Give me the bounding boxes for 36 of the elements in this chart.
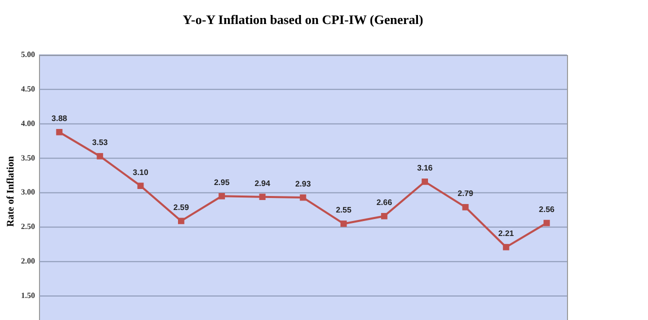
point xyxy=(56,128,62,136)
data-label: 2.95 xyxy=(214,178,230,188)
y-tick-label: 1.50 xyxy=(21,291,35,300)
point xyxy=(422,178,428,185)
data-label: 2.93 xyxy=(295,180,312,189)
y-tick-label: 3.00 xyxy=(21,188,35,197)
point xyxy=(340,220,347,227)
point xyxy=(218,193,225,200)
data-label: 3.16 xyxy=(417,164,434,173)
point xyxy=(381,212,388,220)
y-axis-title: Rate of Inflation xyxy=(6,156,16,227)
y-tick-label: 4.00 xyxy=(21,118,35,128)
y-tick-label: 3.50 xyxy=(21,153,35,162)
y-tick-label: 5.00 xyxy=(21,50,35,59)
data-label: 2.66 xyxy=(376,198,393,208)
data-label: 2.79 xyxy=(458,189,474,198)
y-tick-label: 4.50 xyxy=(21,84,35,94)
data-label: 3.10 xyxy=(132,168,149,177)
y-tick-label: 2.00 xyxy=(21,256,35,266)
point xyxy=(96,153,104,160)
chart-title: Y-o-Y Inflation based on CPI-IW (General) xyxy=(182,12,424,27)
data-label: 2.56 xyxy=(538,205,556,214)
data-label: 2.94 xyxy=(254,178,271,188)
point xyxy=(178,218,184,224)
data-label: 3.53 xyxy=(92,138,108,148)
point xyxy=(462,204,469,210)
point xyxy=(502,244,510,250)
data-label: 3.88 xyxy=(52,114,68,124)
point xyxy=(137,182,144,189)
data-label: 2.21 xyxy=(498,229,514,238)
point xyxy=(300,194,306,201)
data-label: 2.55 xyxy=(336,206,352,215)
point xyxy=(259,194,266,200)
data-label: 2.59 xyxy=(173,202,190,212)
y-tick-label: 2.50 xyxy=(21,222,35,232)
point xyxy=(544,220,550,226)
